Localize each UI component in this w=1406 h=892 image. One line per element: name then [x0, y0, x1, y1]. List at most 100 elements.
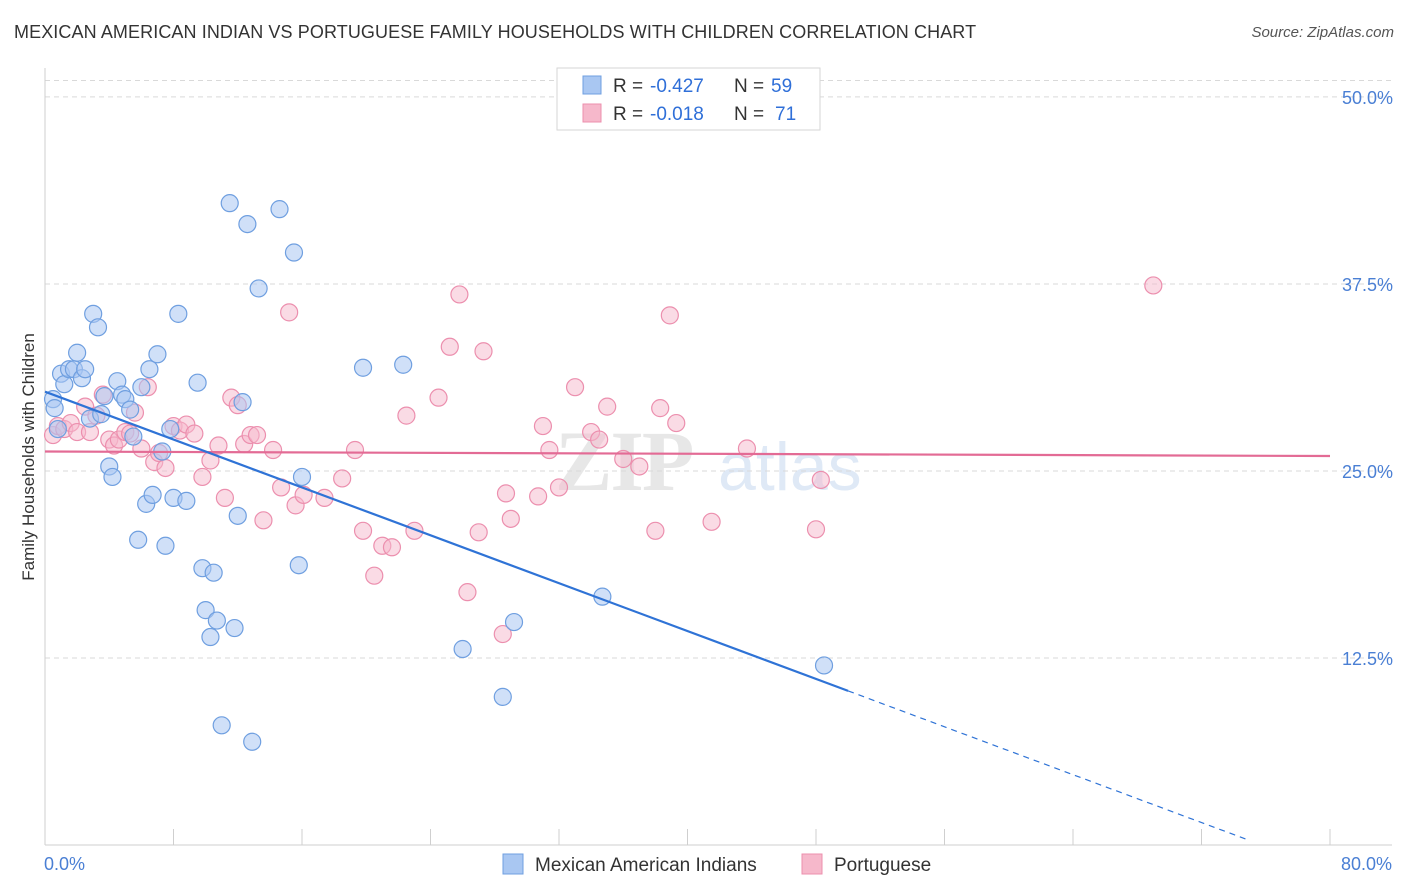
portuguese-point — [630, 457, 649, 476]
legend-r-label-2: R = — [613, 104, 643, 125]
portuguese-point — [565, 378, 585, 397]
mexican-american-indian-point — [204, 563, 223, 582]
portuguese-point — [263, 440, 283, 460]
mexican-american-indian-point — [177, 491, 196, 510]
portuguese-point — [345, 440, 365, 460]
portuguese-point — [660, 306, 679, 325]
mexican-american-indian-point — [45, 399, 64, 418]
trend-lines — [44, 390, 1331, 842]
mexican-american-indian-point — [289, 556, 308, 575]
mexican-american-indians-trend-line — [44, 390, 849, 692]
portuguese-point — [280, 303, 299, 322]
mexican-american-indians-trend-extension — [847, 690, 1250, 842]
portuguese-point — [646, 521, 665, 540]
y-axis-label: Family Households with Children — [19, 333, 38, 581]
portuguese-point — [811, 470, 830, 490]
y-tick-label: 37.5% — [1342, 275, 1393, 295]
mexican-american-indian-point — [394, 355, 413, 374]
portuguese-point — [353, 521, 373, 540]
y-tick-labels: 12.5% 25.0% 37.5% 50.0% — [1342, 88, 1393, 669]
gridlines — [45, 79, 1392, 659]
portuguese-point — [474, 342, 493, 361]
portuguese-point — [667, 413, 686, 433]
portuguese-point — [540, 440, 559, 460]
mexican-american-indian-point — [68, 343, 87, 362]
mexican-american-indian-point — [292, 467, 312, 487]
portuguese-point — [651, 399, 670, 418]
portuguese-point — [493, 624, 512, 644]
mexican-american-indian-point — [207, 611, 226, 630]
x-tick-label-min: 0.0% — [44, 854, 85, 874]
portuguese-point — [156, 458, 175, 478]
legend-bottom-swatch-blue — [502, 853, 524, 875]
watermark: ZIP atlas — [555, 413, 862, 509]
portuguese-point — [440, 337, 459, 356]
legend-n-label-2: N = — [734, 104, 764, 125]
mexican-american-indian-point — [196, 601, 215, 620]
mexican-american-indian-point — [95, 387, 114, 406]
mexican-american-indian-point — [48, 419, 67, 439]
portuguese-point — [598, 397, 617, 416]
x-axis-ticks — [44, 829, 1331, 845]
portuguese-trend-line — [44, 450, 1331, 458]
portuguese-point — [215, 488, 234, 507]
portuguese-point — [254, 511, 273, 530]
portuguese-point — [397, 406, 416, 425]
mexican-american-indian-point — [233, 393, 252, 412]
legend-bottom-label-blue: Mexican American Indians — [535, 855, 757, 876]
source-credit: Source: ZipAtlas.com — [1251, 24, 1394, 41]
mexican-american-indian-point — [814, 656, 834, 675]
portuguese-point — [450, 285, 469, 304]
portuguese-point — [365, 566, 384, 585]
portuguese-point — [193, 467, 212, 487]
mexican-american-indian-point — [270, 200, 289, 219]
portuguese-point — [614, 449, 633, 469]
portuguese-point — [501, 509, 520, 528]
portuguese-point — [333, 469, 352, 488]
legend-n-value-1: 59 — [771, 76, 792, 97]
mexican-american-indian-point — [121, 400, 140, 419]
legend-bottom-swatch-pink — [801, 853, 823, 875]
legend-n-value-2: 71 — [775, 104, 796, 125]
legend-r-value-1: -0.427 — [650, 76, 704, 97]
portuguese-point — [382, 538, 402, 557]
mexican-american-indian-point — [129, 530, 148, 549]
portuguese-point — [247, 425, 267, 445]
legend-swatch-pink — [582, 103, 602, 123]
portuguese-point — [529, 487, 548, 506]
x-tick-label-max: 80.0% — [1341, 854, 1392, 874]
svg-text:atlas: atlas — [718, 429, 862, 505]
portuguese-point — [185, 424, 204, 443]
portuguese-point — [496, 484, 516, 503]
mexican-american-indian-point — [143, 485, 162, 504]
portuguese-point — [590, 430, 609, 449]
portuguese-point — [209, 436, 228, 455]
mexican-american-indian-point — [103, 467, 122, 487]
mexican-american-indian-point — [132, 378, 151, 397]
portuguese-point — [737, 439, 757, 458]
mexican-american-indian-point — [76, 360, 95, 379]
portuguese-point — [533, 416, 553, 436]
mexican-american-indian-point — [169, 304, 188, 323]
series-mexican-american-indians-points — [43, 194, 834, 751]
mexican-american-indian-point — [212, 716, 231, 735]
y-tick-label: 50.0% — [1342, 88, 1393, 108]
mexican-american-indian-point — [249, 279, 268, 298]
mexican-american-indian-point — [353, 358, 373, 377]
chart-title: MEXICAN AMERICAN INDIAN VS PORTUGUESE FA… — [14, 22, 977, 42]
legend-n-label-1: N = — [734, 76, 764, 97]
mexican-american-indian-point — [453, 639, 472, 659]
portuguese-point — [1144, 276, 1163, 295]
y-tick-label: 25.0% — [1342, 462, 1393, 482]
mexican-american-indian-point — [188, 373, 207, 392]
mexican-american-indian-point — [140, 360, 159, 379]
mexican-american-indian-point — [225, 618, 244, 638]
legend-swatch-blue — [582, 75, 602, 95]
portuguese-point — [469, 523, 488, 542]
mexican-american-indian-point — [284, 243, 304, 262]
mexican-american-indian-point — [228, 506, 247, 525]
y-tick-label: 12.5% — [1342, 649, 1393, 669]
mexican-american-indian-point — [504, 612, 524, 632]
mexican-american-indian-point — [493, 687, 512, 706]
